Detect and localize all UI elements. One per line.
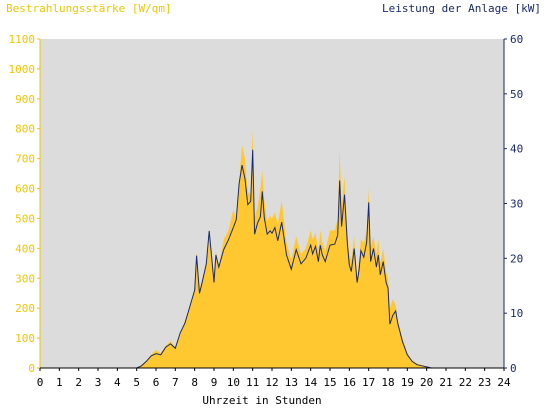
power-line bbox=[40, 149, 504, 369]
irradiance-area bbox=[40, 128, 504, 368]
right-tick-label: 0 bbox=[510, 362, 517, 375]
x-tick-label: 19 bbox=[401, 376, 414, 389]
x-tick-label: 23 bbox=[478, 376, 491, 389]
x-tick-label: 14 bbox=[304, 376, 318, 389]
x-tick-label: 16 bbox=[343, 376, 356, 389]
x-tick-label: 21 bbox=[439, 376, 452, 389]
x-tick-label: 2 bbox=[75, 376, 82, 389]
x-tick-label: 0 bbox=[37, 376, 44, 389]
right-tick-label: 50 bbox=[510, 88, 523, 101]
ticks-group: 0100200300400500600700800900100011000102… bbox=[9, 33, 524, 389]
left-tick-label: 1000 bbox=[9, 63, 36, 76]
x-tick-label: 11 bbox=[246, 376, 259, 389]
x-tick-label: 20 bbox=[420, 376, 433, 389]
x-tick-label: 7 bbox=[172, 376, 179, 389]
right-tick-label: 30 bbox=[510, 198, 523, 211]
x-tick-label: 5 bbox=[133, 376, 140, 389]
x-tick-label: 9 bbox=[211, 376, 218, 389]
x-tick-label: 13 bbox=[285, 376, 298, 389]
left-tick-label: 700 bbox=[15, 153, 35, 166]
x-tick-label: 6 bbox=[153, 376, 160, 389]
x-tick-label: 18 bbox=[381, 376, 394, 389]
x-axis-label: Uhrzeit in Stunden bbox=[202, 394, 321, 407]
x-tick-label: 15 bbox=[323, 376, 336, 389]
x-tick-label: 24 bbox=[497, 376, 511, 389]
x-tick-label: 4 bbox=[114, 376, 121, 389]
left-tick-label: 500 bbox=[15, 212, 35, 225]
right-tick-label: 20 bbox=[510, 252, 523, 265]
x-tick-label: 8 bbox=[191, 376, 198, 389]
right-axis-title: Leistung der Anlage [kW] bbox=[382, 2, 541, 15]
x-tick-label: 10 bbox=[227, 376, 240, 389]
left-tick-label: 0 bbox=[28, 362, 35, 375]
right-tick-label: 60 bbox=[510, 33, 523, 46]
left-tick-label: 300 bbox=[15, 272, 35, 285]
left-axis-title: Bestrahlungsstärke [W/qm] bbox=[6, 2, 172, 15]
left-tick-label: 600 bbox=[15, 183, 35, 196]
x-tick-label: 1 bbox=[56, 376, 63, 389]
left-tick-label: 900 bbox=[15, 93, 35, 106]
x-tick-label: 3 bbox=[95, 376, 102, 389]
left-tick-label: 800 bbox=[15, 123, 35, 136]
x-tick-label: 12 bbox=[265, 376, 278, 389]
left-tick-label: 1100 bbox=[9, 33, 36, 46]
x-tick-label: 17 bbox=[362, 376, 375, 389]
left-tick-label: 200 bbox=[15, 302, 35, 315]
left-tick-label: 400 bbox=[15, 242, 35, 255]
right-tick-label: 10 bbox=[510, 307, 523, 320]
x-tick-label: 22 bbox=[459, 376, 472, 389]
left-tick-label: 100 bbox=[15, 332, 35, 345]
right-tick-label: 40 bbox=[510, 143, 523, 156]
